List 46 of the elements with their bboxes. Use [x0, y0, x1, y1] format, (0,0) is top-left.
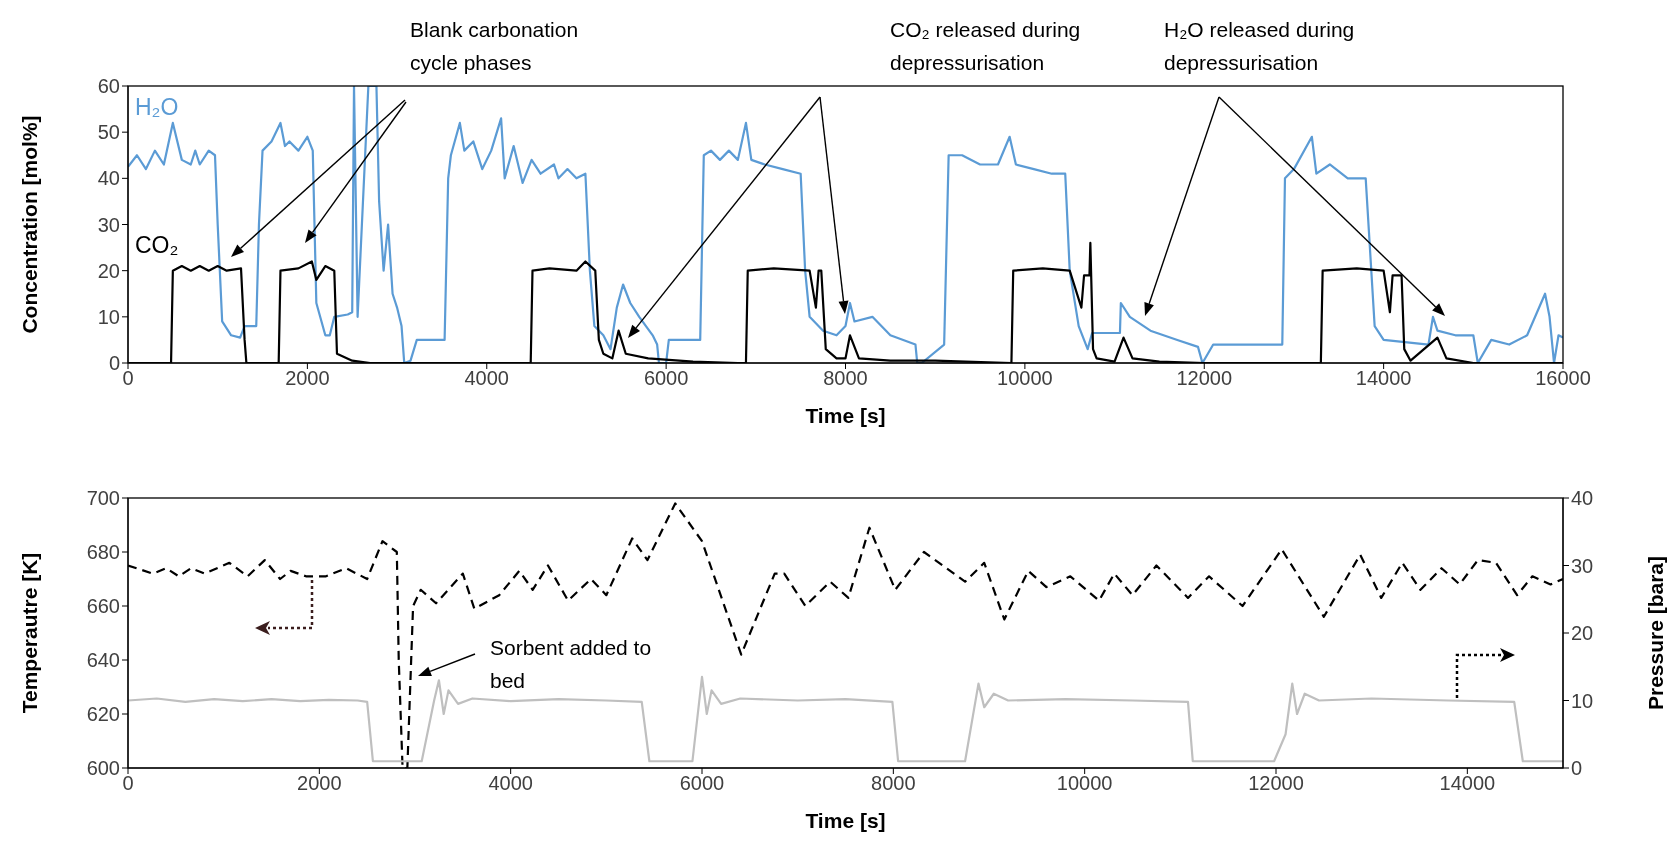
x-tick-label: 6000	[679, 772, 725, 795]
y-tick-label: 640	[86, 649, 120, 672]
x-tick-label: 2000	[297, 772, 342, 795]
x-tick-label: 8000	[823, 367, 868, 390]
series-label: H₂O	[135, 94, 179, 120]
y-tick-label: 680	[86, 541, 120, 564]
y2-tick-label: 0	[1571, 757, 1583, 780]
x-tick-label: 14000	[1355, 367, 1412, 390]
x-tick-label: 14000	[1439, 772, 1496, 795]
y-tick-label: 600	[86, 757, 120, 780]
y-tick-label: 700	[86, 487, 120, 510]
y-tick-label: 50	[97, 121, 120, 144]
y-axis-title: Concentration [mol%]	[18, 115, 42, 334]
x-axis-title: Time [s]	[805, 809, 886, 832]
y-tick-label: 660	[86, 595, 120, 618]
text: Blank carbonation cycle phases	[410, 18, 579, 74]
annotation: Sorbent added to bed	[490, 636, 652, 692]
y2-tick-label: 40	[1571, 487, 1594, 510]
y-tick-label: 40	[97, 167, 120, 190]
y-tick-label: 620	[86, 703, 120, 726]
text: H₂O released during depressurisation	[1164, 18, 1355, 74]
x-axis-title: Time [s]	[805, 404, 886, 427]
x-tick-label: 0	[122, 772, 134, 795]
y2-axis-title: Pressure [bara]	[1644, 555, 1668, 711]
x-tick-label: 10000	[1056, 772, 1113, 795]
y-axis-title: Temperautre [K]	[18, 552, 42, 714]
x-tick-label: 4000	[488, 772, 533, 795]
y2-tick-label: 10	[1571, 689, 1594, 712]
x-tick-label: 0	[122, 367, 134, 390]
y-tick-label: 30	[97, 213, 120, 236]
x-tick-label: 12000	[1176, 367, 1233, 390]
y-tick-label: 20	[97, 259, 120, 282]
y-tick-label: 60	[97, 75, 120, 98]
text: CO₂ released during depressurisation	[890, 18, 1081, 74]
y-tick-label: 0	[108, 352, 120, 375]
x-tick-label: 12000	[1248, 772, 1304, 795]
x-tick-label: 10000	[997, 367, 1053, 390]
x-tick-label: 8000	[871, 772, 916, 795]
y2-tick-label: 20	[1571, 622, 1594, 645]
y2-tick-label: 30	[1571, 554, 1594, 577]
legend-label: CO₂	[135, 232, 179, 258]
x-tick-label: 4000	[464, 367, 509, 390]
x-tick-label: 2000	[285, 367, 330, 390]
x-tick-label: 16000	[1535, 367, 1591, 390]
y-tick-label: 10	[97, 305, 120, 328]
x-tick-label: 6000	[643, 367, 689, 390]
